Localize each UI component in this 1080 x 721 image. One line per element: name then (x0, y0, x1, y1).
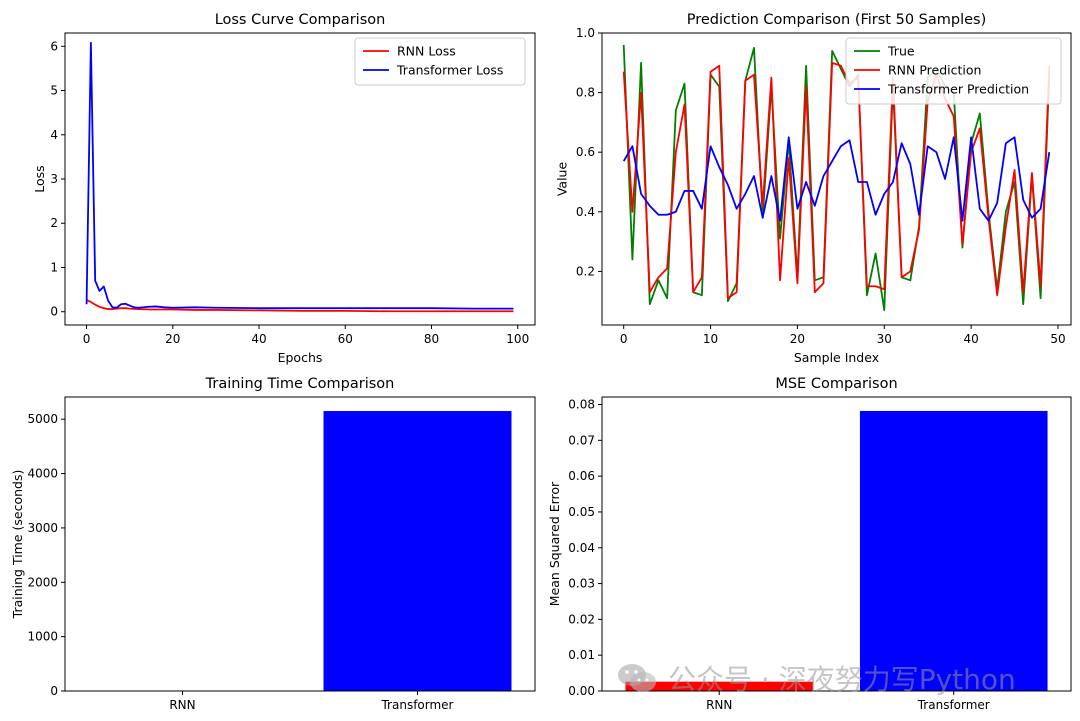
plot-area (85, 41, 514, 313)
y-tick-label: 0.07 (568, 433, 595, 447)
x-tick-label: 60 (338, 332, 353, 346)
y-tick-label: 0.05 (568, 505, 595, 519)
series-line-3 (622, 136, 1051, 222)
y-tick-label: 0.06 (568, 469, 595, 483)
y-tick-label: 0.02 (568, 612, 595, 626)
chart-4: MSE Comparison RNN Transformer 0.00 0.01 0.02… (547, 376, 1072, 712)
y-tick-label: 2 (50, 216, 58, 230)
bar-transformer (859, 410, 1048, 691)
x-tick-label: RNN (169, 698, 195, 712)
x-axis-label: Sample Index (794, 350, 879, 365)
series-line-2 (85, 41, 514, 310)
legend: RNN Loss Transformer Loss (354, 37, 526, 86)
bar-rnn (625, 681, 814, 691)
x-tick-label: 20 (165, 332, 180, 346)
x-tick-label: 50 (1050, 332, 1065, 346)
x-tick-label: Transformer (917, 698, 990, 712)
y-tick-label: 4000 (27, 467, 58, 481)
y-axis-label: Value (554, 162, 569, 197)
legend-label: Transformer Prediction (887, 82, 1029, 97)
y-tick-label: 0.4 (576, 205, 595, 219)
y-tick-label: 1.0 (576, 26, 595, 40)
y-tick-label: 0 (50, 684, 58, 698)
legend-label: RNN Prediction (888, 63, 981, 78)
y-tick-label: 0.01 (568, 648, 595, 662)
chart-title: Prediction Comparison (First 50 Samples) (687, 12, 987, 28)
x-tick-label: 80 (424, 332, 439, 346)
y-tick-label: 0.00 (568, 684, 595, 698)
chart-title: MSE Comparison (775, 376, 897, 392)
y-tick-label: 0.03 (568, 577, 595, 591)
legend-box (354, 37, 526, 86)
y-tick-label: 0.08 (568, 398, 595, 412)
y-tick-label: 4 (50, 128, 58, 142)
legend-label: RNN Loss (397, 44, 456, 59)
legend-label: Transformer Loss (396, 63, 503, 78)
axes-frame (601, 396, 1072, 692)
legend-box (845, 37, 1062, 105)
y-tick-label: 5000 (27, 412, 58, 426)
y-tick-label: 0.04 (568, 541, 595, 555)
legend: True RNN Prediction Transformer Prediction (845, 37, 1062, 105)
y-tick-label: 1000 (27, 630, 58, 644)
y-tick-label: 0.2 (576, 264, 595, 278)
y-tick-label: 5 (50, 84, 58, 98)
y-tick-label: 0.8 (576, 86, 595, 100)
series-line-1 (86, 298, 514, 313)
y-axis-label: Training Time (seconds) (10, 470, 25, 620)
y-tick-label: 0 (50, 305, 58, 319)
x-tick-label: 30 (877, 332, 892, 346)
x-tick-label: 40 (963, 332, 978, 346)
y-axis-label: Loss (32, 165, 47, 192)
plot-area (625, 410, 1048, 691)
x-tick-label: Transformer (380, 698, 453, 712)
chart-title: Training Time Comparison (205, 376, 395, 392)
plot-area (323, 411, 512, 691)
x-tick-label: 0 (83, 332, 91, 346)
bar-transformer (323, 411, 512, 691)
y-tick-label: 3000 (27, 521, 58, 535)
chart-3: Training Time Comparison RNN Transformer 0 1… (10, 376, 536, 712)
x-tick-label: 0 (620, 332, 628, 346)
series-line-1 (622, 44, 1051, 312)
x-tick-label: 40 (251, 332, 266, 346)
axes-frame (601, 32, 1072, 326)
y-tick-label: 6 (50, 39, 58, 53)
x-tick-label: 10 (703, 332, 718, 346)
x-tick-label: 20 (790, 332, 805, 346)
chart-2: Prediction Comparison (First 50 Samples)… (554, 12, 1072, 365)
axes-frame (64, 396, 536, 692)
y-axis-label: Mean Squared Error (547, 481, 562, 606)
plot-area (622, 44, 1051, 312)
chart-title: Loss Curve Comparison (215, 12, 386, 28)
x-tick-label: 100 (506, 332, 529, 346)
chart-1: Loss Curve Comparison 0 20 40 60 80 100 0 1 2 3 4 5 6… (32, 12, 536, 365)
y-tick-label: 3 (50, 172, 58, 186)
x-tick-label: RNN (706, 698, 732, 712)
series-line-2 (622, 61, 1051, 300)
x-axis-label: Epochs (278, 350, 323, 365)
y-tick-label: 2000 (27, 575, 58, 589)
y-tick-label: 1 (50, 260, 58, 274)
legend-label: True (887, 44, 915, 59)
y-tick-label: 0.6 (576, 145, 595, 159)
